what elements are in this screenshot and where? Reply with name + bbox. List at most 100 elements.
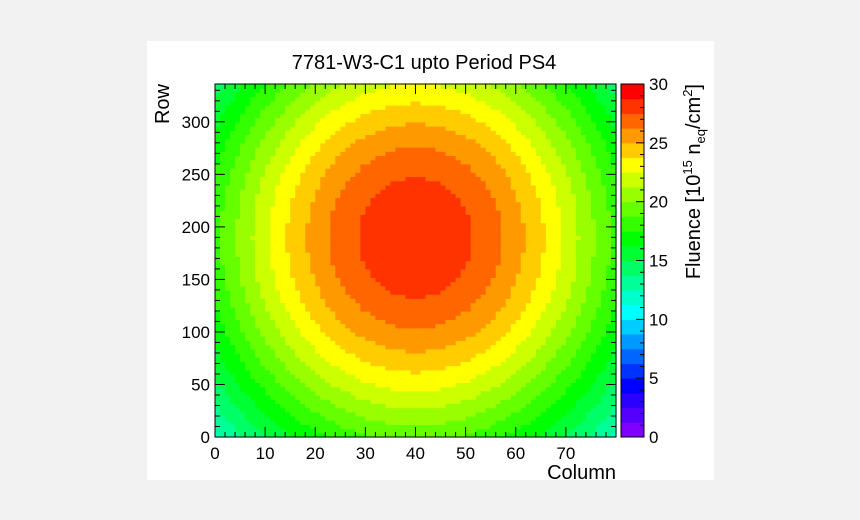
heatmap-cell <box>290 189 296 194</box>
heatmap-cell <box>325 231 331 236</box>
heatmap-cell <box>265 344 271 350</box>
heatmap-cell <box>475 420 482 425</box>
heatmap-cell <box>440 180 447 186</box>
heatmap-cell <box>250 189 256 194</box>
heatmap-cell <box>580 394 587 400</box>
heatmap-cell <box>225 390 231 396</box>
heatmap-cell <box>540 340 547 346</box>
heatmap-cell <box>570 386 577 392</box>
heatmap-cell <box>565 369 572 375</box>
heatmap-cell <box>270 222 276 228</box>
heatmap-cell <box>450 268 457 274</box>
heatmap-cell <box>455 302 462 308</box>
heatmap-cell <box>330 294 336 299</box>
heatmap-cell <box>240 294 246 299</box>
heatmap-cell <box>540 189 547 194</box>
heatmap-cell <box>605 420 612 425</box>
heatmap-cell <box>490 277 497 283</box>
heatmap-cell <box>370 226 376 232</box>
heatmap-cell <box>410 394 417 400</box>
heatmap-cell <box>610 285 617 291</box>
heatmap-cell <box>375 403 382 409</box>
heatmap-cell <box>550 180 557 186</box>
heatmap-cell <box>555 205 562 211</box>
heatmap-cell <box>430 184 437 190</box>
heatmap-cell <box>390 432 397 438</box>
heatmap-cell <box>245 348 251 354</box>
heatmap-cell <box>595 205 602 211</box>
heatmap-cell <box>425 205 432 211</box>
heatmap-cell <box>325 264 331 270</box>
heatmap-cell <box>305 310 311 316</box>
heatmap-cell <box>540 357 547 362</box>
heatmap-cell <box>465 189 472 194</box>
heatmap-cell <box>530 289 537 295</box>
heatmap-cell <box>455 323 462 329</box>
heatmap-cell <box>380 382 387 388</box>
heatmap-cell <box>455 260 462 266</box>
heatmap-cell <box>565 382 572 388</box>
heatmap-cell <box>230 399 236 404</box>
heatmap-cell <box>490 428 497 434</box>
heatmap-cell <box>420 310 427 316</box>
heatmap-cell <box>260 197 266 203</box>
heatmap-cell <box>610 201 617 207</box>
heatmap-cell <box>565 268 572 274</box>
heatmap-cell <box>590 247 597 253</box>
heatmap-cell <box>365 226 371 232</box>
heatmap-cell <box>435 218 442 224</box>
heatmap-cell <box>280 201 286 207</box>
heatmap-cell <box>280 319 286 325</box>
heatmap-cell <box>285 373 291 379</box>
heatmap-cell <box>440 323 447 329</box>
heatmap-cell <box>215 390 221 396</box>
heatmap-cell <box>520 289 527 295</box>
heatmap-cell <box>370 336 376 341</box>
heatmap-cell <box>575 176 582 182</box>
heatmap-cell <box>275 201 281 207</box>
heatmap-cell <box>375 382 382 388</box>
heatmap-cell <box>235 352 241 358</box>
heatmap-cell <box>585 310 592 316</box>
heatmap-cell <box>300 415 306 421</box>
heatmap-cell <box>450 411 457 417</box>
heatmap-cell <box>490 386 497 392</box>
heatmap-cell <box>215 420 221 425</box>
heatmap-cell <box>515 361 522 367</box>
heatmap-cell <box>215 310 221 316</box>
heatmap-cell <box>250 176 256 182</box>
heatmap-cell <box>540 327 547 333</box>
heatmap-cell <box>580 268 587 274</box>
heatmap-cell <box>320 281 326 287</box>
heatmap-cell <box>290 340 296 346</box>
heatmap-cell <box>455 231 462 236</box>
heatmap-cell <box>545 247 552 253</box>
heatmap-cell <box>525 310 532 316</box>
heatmap-cell <box>265 214 271 220</box>
heatmap-cell <box>505 273 512 278</box>
heatmap-cell <box>370 403 376 409</box>
heatmap-cell <box>580 407 587 413</box>
heatmap-cell <box>610 378 617 383</box>
heatmap-cell <box>465 197 472 203</box>
heatmap-cell <box>255 285 261 291</box>
heatmap-cell <box>320 268 326 274</box>
heatmap-cell <box>540 205 547 211</box>
heatmap-cell <box>400 273 407 278</box>
heatmap-cell <box>260 365 266 371</box>
heatmap-cell <box>590 306 597 312</box>
heatmap-cell <box>590 369 597 375</box>
heatmap-cell <box>265 306 271 312</box>
heatmap-cell <box>380 176 387 182</box>
heatmap-cell <box>370 411 376 417</box>
heatmap-cell <box>345 189 351 194</box>
heatmap-cell <box>550 184 557 190</box>
heatmap-cell <box>240 319 246 325</box>
heatmap-cell <box>355 424 361 430</box>
heatmap-cell <box>335 327 341 333</box>
heatmap-cell <box>535 189 542 194</box>
heatmap-cell <box>220 361 226 367</box>
heatmap-cell <box>555 424 562 430</box>
heatmap-cell <box>445 399 452 404</box>
heatmap-cell <box>565 394 572 400</box>
